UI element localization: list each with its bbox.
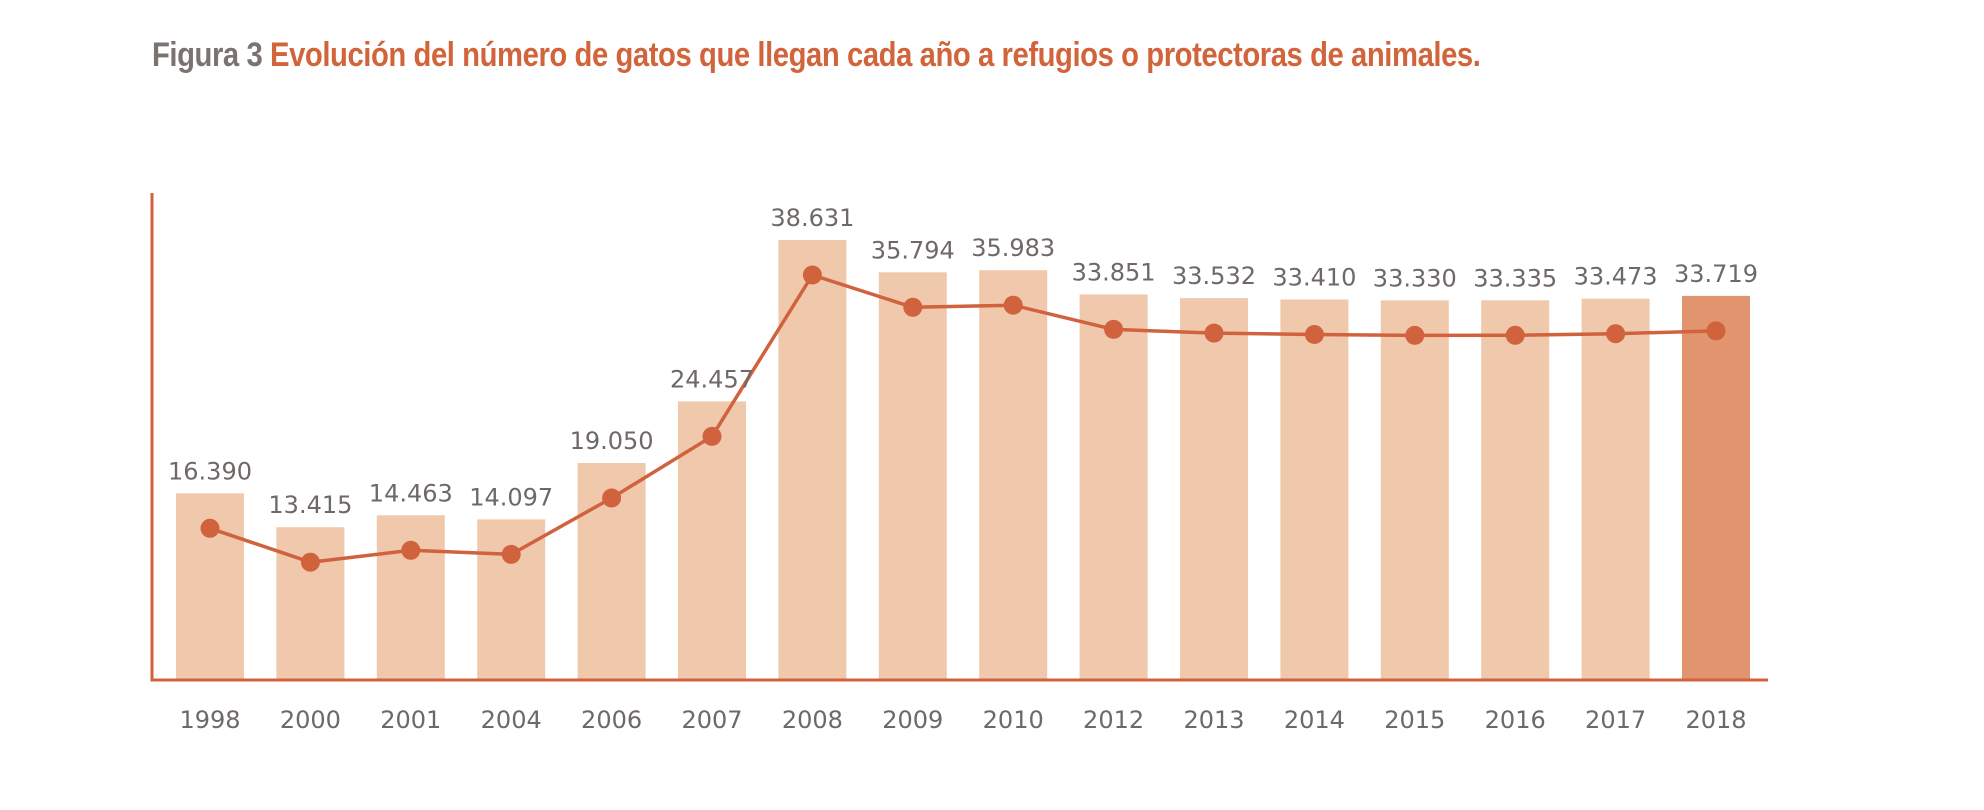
bar-2013 <box>1180 298 1248 680</box>
value-label-2007: 24.457 <box>670 365 754 393</box>
line-point-2014 <box>1304 325 1324 344</box>
value-label-2013: 33.532 <box>1172 262 1256 290</box>
x-tick-label-2015: 2015 <box>1384 706 1445 734</box>
bar-2014 <box>1280 299 1349 680</box>
labels-group: 16.390 13.415 14.463 14.097 19.050 24.457 38.6… <box>168 204 1758 734</box>
line-point-2015 <box>1405 325 1425 345</box>
bar-2000 <box>276 527 345 680</box>
line-point-2013 <box>1204 323 1224 343</box>
line-point-2007 <box>702 426 722 446</box>
value-label-2001: 14.463 <box>369 479 453 507</box>
x-tick-label-2008: 2008 <box>782 706 843 734</box>
x-tick-label-2014: 2014 <box>1284 706 1345 734</box>
bar-2018 <box>1682 295 1750 680</box>
line-point-2010 <box>1003 295 1023 315</box>
line-point-2012 <box>1104 319 1124 339</box>
bar-2017 <box>1581 298 1650 680</box>
x-tick-label-2004: 2004 <box>481 706 542 734</box>
x-tick-label-2018: 2018 <box>1685 706 1746 734</box>
axes-group <box>150 193 1768 682</box>
bar-2007 <box>678 401 746 680</box>
x-tick-label-2000: 2000 <box>280 706 341 734</box>
value-label-2015: 33.330 <box>1373 264 1457 292</box>
bar-2016 <box>1481 300 1550 680</box>
bar-2008 <box>778 240 847 680</box>
value-label-2012: 33.851 <box>1072 258 1156 286</box>
value-label-2014: 33.410 <box>1272 264 1356 292</box>
x-tick-label-2016: 2016 <box>1485 706 1546 734</box>
bar-2012 <box>1079 294 1148 680</box>
line-point-1998 <box>200 518 220 538</box>
value-label-2017: 33.473 <box>1574 263 1658 291</box>
value-label-2016: 33.335 <box>1473 264 1557 292</box>
line-point-2006 <box>602 488 622 508</box>
value-label-1998: 16.390 <box>168 457 252 485</box>
x-tick-label-2009: 2009 <box>882 706 943 734</box>
x-tick-label-2006: 2006 <box>581 706 642 734</box>
x-tick-label-2001: 2001 <box>380 706 441 734</box>
line-series-group <box>200 265 1726 572</box>
value-label-2008: 38.631 <box>770 204 854 232</box>
x-tick-label-2010: 2010 <box>983 706 1044 734</box>
value-label-2004: 14.097 <box>469 483 553 511</box>
x-tick-label-2007: 2007 <box>681 706 742 734</box>
bar-2010 <box>979 270 1048 680</box>
line-point-2008 <box>802 265 822 285</box>
line-point-2009 <box>903 297 923 317</box>
line-point-2018 <box>1706 321 1726 341</box>
line-point-2004 <box>501 544 521 564</box>
value-label-2018: 33.719 <box>1674 260 1758 288</box>
line-point-2017 <box>1606 324 1626 344</box>
bar-2009 <box>878 272 947 680</box>
x-tick-label-1998: 1998 <box>179 706 240 734</box>
chart-title: Figura 3 Evolución del número de gatos q… <box>152 36 1481 75</box>
value-label-2006: 19.050 <box>570 427 654 455</box>
bar-2001 <box>376 515 445 680</box>
x-tick-label-2017: 2017 <box>1585 706 1646 734</box>
value-label-2010: 35.983 <box>971 234 1055 262</box>
x-tick-label-2012: 2012 <box>1083 706 1144 734</box>
figure-caption: Evolución del número de gatos que llegan… <box>269 36 1481 74</box>
bars-group <box>176 240 1750 680</box>
line-point-2001 <box>401 540 421 560</box>
line-point-2016 <box>1505 325 1525 345</box>
x-tick-label-2013: 2013 <box>1183 706 1244 734</box>
bar-2015 <box>1380 300 1449 680</box>
value-label-2000: 13.415 <box>268 491 352 519</box>
value-label-2009: 35.794 <box>871 236 955 264</box>
line-point-2000 <box>300 552 320 572</box>
trend-line <box>209 273 1717 564</box>
bar-2004 <box>477 519 546 680</box>
figure-number: Figura 3 <box>152 36 263 74</box>
